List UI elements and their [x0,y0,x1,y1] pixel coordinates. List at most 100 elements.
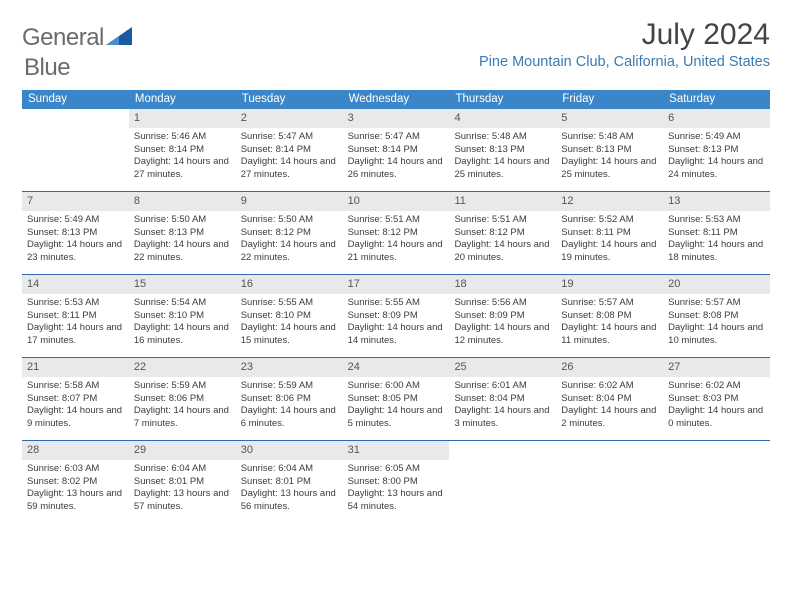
day-28: 28Sunrise: 6:03 AMSunset: 8:02 PMDayligh… [22,441,129,523]
sunset-line: Sunset: 8:06 PM [241,393,338,406]
daylight-line: Daylight: 14 hours and 25 minutes. [561,156,658,182]
day-number: 27 [663,358,770,377]
day-10: 10Sunrise: 5:51 AMSunset: 8:12 PMDayligh… [343,192,450,274]
day-13: 13Sunrise: 5:53 AMSunset: 8:11 PMDayligh… [663,192,770,274]
day-body: Sunrise: 6:02 AMSunset: 8:03 PMDaylight:… [663,377,770,436]
daylight-line: Daylight: 13 hours and 59 minutes. [27,488,124,514]
day-number: 24 [343,358,450,377]
day-body: Sunrise: 5:49 AMSunset: 8:13 PMDaylight:… [22,211,129,270]
daylight-line: Daylight: 14 hours and 20 minutes. [454,239,551,265]
week-row: 7Sunrise: 5:49 AMSunset: 8:13 PMDaylight… [22,192,770,275]
sunset-line: Sunset: 8:14 PM [241,144,338,157]
day-number: 20 [663,275,770,294]
sunrise-line: Sunrise: 5:55 AM [241,297,338,310]
sunset-line: Sunset: 8:02 PM [27,476,124,489]
day-number: 31 [343,441,450,460]
day-number: 17 [343,275,450,294]
sunrise-line: Sunrise: 6:05 AM [348,463,445,476]
day-number: 15 [129,275,236,294]
day-number: 8 [129,192,236,211]
logo-triangle-icon [106,27,132,50]
day-21: 21Sunrise: 5:58 AMSunset: 8:07 PMDayligh… [22,358,129,440]
day-4: 4Sunrise: 5:48 AMSunset: 8:13 PMDaylight… [449,109,556,191]
day-number: 19 [556,275,663,294]
sunset-line: Sunset: 8:08 PM [668,310,765,323]
week-row: 1Sunrise: 5:46 AMSunset: 8:14 PMDaylight… [22,109,770,192]
sunset-line: Sunset: 8:11 PM [27,310,124,323]
day-29: 29Sunrise: 6:04 AMSunset: 8:01 PMDayligh… [129,441,236,523]
sunrise-line: Sunrise: 5:50 AM [241,214,338,227]
day-body: Sunrise: 5:57 AMSunset: 8:08 PMDaylight:… [556,294,663,353]
sunset-line: Sunset: 8:11 PM [668,227,765,240]
sunrise-line: Sunrise: 6:02 AM [668,380,765,393]
day-16: 16Sunrise: 5:55 AMSunset: 8:10 PMDayligh… [236,275,343,357]
sunrise-line: Sunrise: 5:55 AM [348,297,445,310]
daylight-line: Daylight: 14 hours and 27 minutes. [241,156,338,182]
day-2: 2Sunrise: 5:47 AMSunset: 8:14 PMDaylight… [236,109,343,191]
daylight-line: Daylight: 14 hours and 24 minutes. [668,156,765,182]
sunrise-line: Sunrise: 5:58 AM [27,380,124,393]
day-25: 25Sunrise: 6:01 AMSunset: 8:04 PMDayligh… [449,358,556,440]
sunset-line: Sunset: 8:04 PM [561,393,658,406]
day-number: 6 [663,109,770,128]
day-number: 28 [22,441,129,460]
location: Pine Mountain Club, California, United S… [479,54,770,70]
sunrise-line: Sunrise: 5:59 AM [241,380,338,393]
day-number: 2 [236,109,343,128]
daylight-line: Daylight: 14 hours and 12 minutes. [454,322,551,348]
week-row: 14Sunrise: 5:53 AMSunset: 8:11 PMDayligh… [22,275,770,358]
sunset-line: Sunset: 8:12 PM [241,227,338,240]
title-block: July 2024 Pine Mountain Club, California… [479,18,770,70]
sunrise-line: Sunrise: 5:53 AM [27,297,124,310]
day-26: 26Sunrise: 6:02 AMSunset: 8:04 PMDayligh… [556,358,663,440]
sunrise-line: Sunrise: 5:47 AM [348,131,445,144]
week-row: 28Sunrise: 6:03 AMSunset: 8:02 PMDayligh… [22,441,770,523]
day-11: 11Sunrise: 5:51 AMSunset: 8:12 PMDayligh… [449,192,556,274]
sunset-line: Sunset: 8:04 PM [454,393,551,406]
day-number: 12 [556,192,663,211]
daylight-line: Daylight: 14 hours and 0 minutes. [668,405,765,431]
sunrise-line: Sunrise: 5:51 AM [454,214,551,227]
day-number: 30 [236,441,343,460]
day-number: 18 [449,275,556,294]
daylight-line: Daylight: 14 hours and 25 minutes. [454,156,551,182]
weekday-sunday: Sunday [22,90,129,109]
daylight-line: Daylight: 13 hours and 57 minutes. [134,488,231,514]
day-body: Sunrise: 5:59 AMSunset: 8:06 PMDaylight:… [129,377,236,436]
day-body: Sunrise: 5:48 AMSunset: 8:13 PMDaylight:… [449,128,556,187]
daylight-line: Daylight: 14 hours and 26 minutes. [348,156,445,182]
day-number: 23 [236,358,343,377]
weekday-saturday: Saturday [663,90,770,109]
sunrise-line: Sunrise: 6:01 AM [454,380,551,393]
day-body: Sunrise: 6:01 AMSunset: 8:04 PMDaylight:… [449,377,556,436]
day-12: 12Sunrise: 5:52 AMSunset: 8:11 PMDayligh… [556,192,663,274]
daylight-line: Daylight: 14 hours and 9 minutes. [27,405,124,431]
sunrise-line: Sunrise: 6:04 AM [134,463,231,476]
day-number: 16 [236,275,343,294]
day-body: Sunrise: 6:03 AMSunset: 8:02 PMDaylight:… [22,460,129,519]
calendar: SundayMondayTuesdayWednesdayThursdayFrid… [22,90,770,523]
day-body: Sunrise: 6:02 AMSunset: 8:04 PMDaylight:… [556,377,663,436]
day-body: Sunrise: 5:47 AMSunset: 8:14 PMDaylight:… [236,128,343,187]
sunrise-line: Sunrise: 5:48 AM [454,131,551,144]
calendar-grid: 1Sunrise: 5:46 AMSunset: 8:14 PMDaylight… [22,109,770,523]
daylight-line: Daylight: 14 hours and 2 minutes. [561,405,658,431]
sunset-line: Sunset: 8:01 PM [134,476,231,489]
day-body: Sunrise: 5:52 AMSunset: 8:11 PMDaylight:… [556,211,663,270]
day-body: Sunrise: 5:54 AMSunset: 8:10 PMDaylight:… [129,294,236,353]
sunset-line: Sunset: 8:07 PM [27,393,124,406]
day-22: 22Sunrise: 5:59 AMSunset: 8:06 PMDayligh… [129,358,236,440]
day-number: 9 [236,192,343,211]
day-3: 3Sunrise: 5:47 AMSunset: 8:14 PMDaylight… [343,109,450,191]
sunrise-line: Sunrise: 5:49 AM [668,131,765,144]
day-body: Sunrise: 5:53 AMSunset: 8:11 PMDaylight:… [663,211,770,270]
day-7: 7Sunrise: 5:49 AMSunset: 8:13 PMDaylight… [22,192,129,274]
sunrise-line: Sunrise: 5:50 AM [134,214,231,227]
day-body: Sunrise: 5:50 AMSunset: 8:12 PMDaylight:… [236,211,343,270]
daylight-line: Daylight: 14 hours and 11 minutes. [561,322,658,348]
sunrise-line: Sunrise: 5:57 AM [561,297,658,310]
day-body: Sunrise: 5:47 AMSunset: 8:14 PMDaylight:… [343,128,450,187]
sunrise-line: Sunrise: 5:56 AM [454,297,551,310]
day-number: 26 [556,358,663,377]
daylight-line: Daylight: 14 hours and 16 minutes. [134,322,231,348]
